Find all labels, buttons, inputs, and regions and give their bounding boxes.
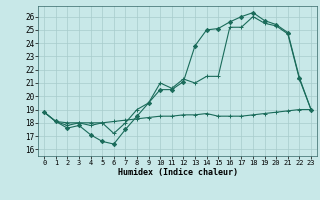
X-axis label: Humidex (Indice chaleur): Humidex (Indice chaleur) [118,168,238,177]
